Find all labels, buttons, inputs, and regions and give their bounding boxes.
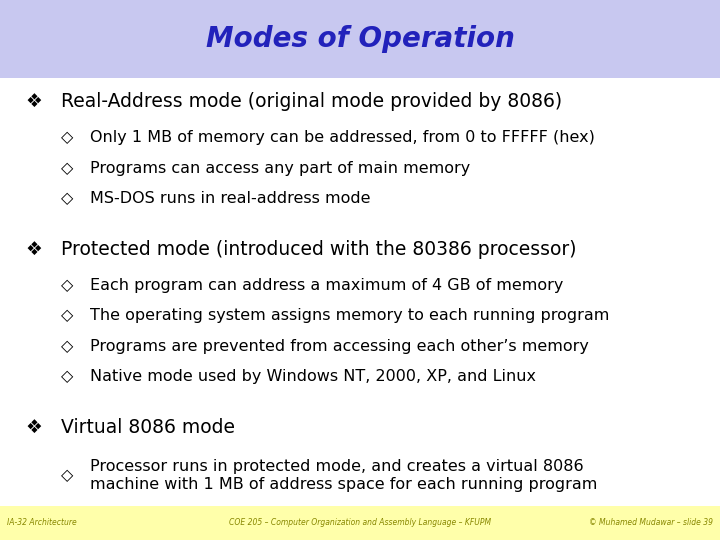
- Text: The operating system assigns memory to each running program: The operating system assigns memory to e…: [90, 308, 609, 323]
- Text: Protected mode (introduced with the 80386 processor): Protected mode (introduced with the 8038…: [61, 240, 577, 259]
- Text: ◇: ◇: [61, 161, 73, 176]
- Text: IA-32 Architecture: IA-32 Architecture: [7, 518, 77, 528]
- Text: Only 1 MB of memory can be addressed, from 0 to FFFFF (hex): Only 1 MB of memory can be addressed, fr…: [90, 130, 595, 145]
- Text: ❖: ❖: [25, 240, 42, 259]
- Text: © Muhamed Mudawar – slide 39: © Muhamed Mudawar – slide 39: [589, 518, 713, 528]
- Text: ◇: ◇: [61, 468, 73, 483]
- Text: ◇: ◇: [61, 130, 73, 145]
- Text: MS-DOS runs in real-address mode: MS-DOS runs in real-address mode: [90, 191, 371, 206]
- Text: ❖: ❖: [25, 92, 42, 111]
- Text: ◇: ◇: [61, 308, 73, 323]
- Text: ◇: ◇: [61, 278, 73, 293]
- FancyBboxPatch shape: [0, 0, 720, 78]
- Text: ◇: ◇: [61, 369, 73, 384]
- Text: Programs can access any part of main memory: Programs can access any part of main mem…: [90, 161, 470, 176]
- Text: ❖: ❖: [25, 417, 42, 436]
- Text: Processor runs in protected mode, and creates a virtual 8086
machine with 1 MB o: Processor runs in protected mode, and cr…: [90, 460, 598, 492]
- Text: ◇: ◇: [61, 339, 73, 354]
- Text: Real-Address mode (original mode provided by 8086): Real-Address mode (original mode provide…: [61, 92, 562, 111]
- Text: COE 205 – Computer Organization and Assembly Language – KFUPM: COE 205 – Computer Organization and Asse…: [229, 518, 491, 528]
- Text: Modes of Operation: Modes of Operation: [206, 25, 514, 53]
- Text: ◇: ◇: [61, 191, 73, 206]
- Text: Programs are prevented from accessing each other’s memory: Programs are prevented from accessing ea…: [90, 339, 589, 354]
- FancyBboxPatch shape: [0, 506, 720, 540]
- Text: Virtual 8086 mode: Virtual 8086 mode: [61, 417, 235, 436]
- Text: Each program can address a maximum of 4 GB of memory: Each program can address a maximum of 4 …: [90, 278, 563, 293]
- Text: Native mode used by Windows NT, 2000, XP, and Linux: Native mode used by Windows NT, 2000, XP…: [90, 369, 536, 384]
